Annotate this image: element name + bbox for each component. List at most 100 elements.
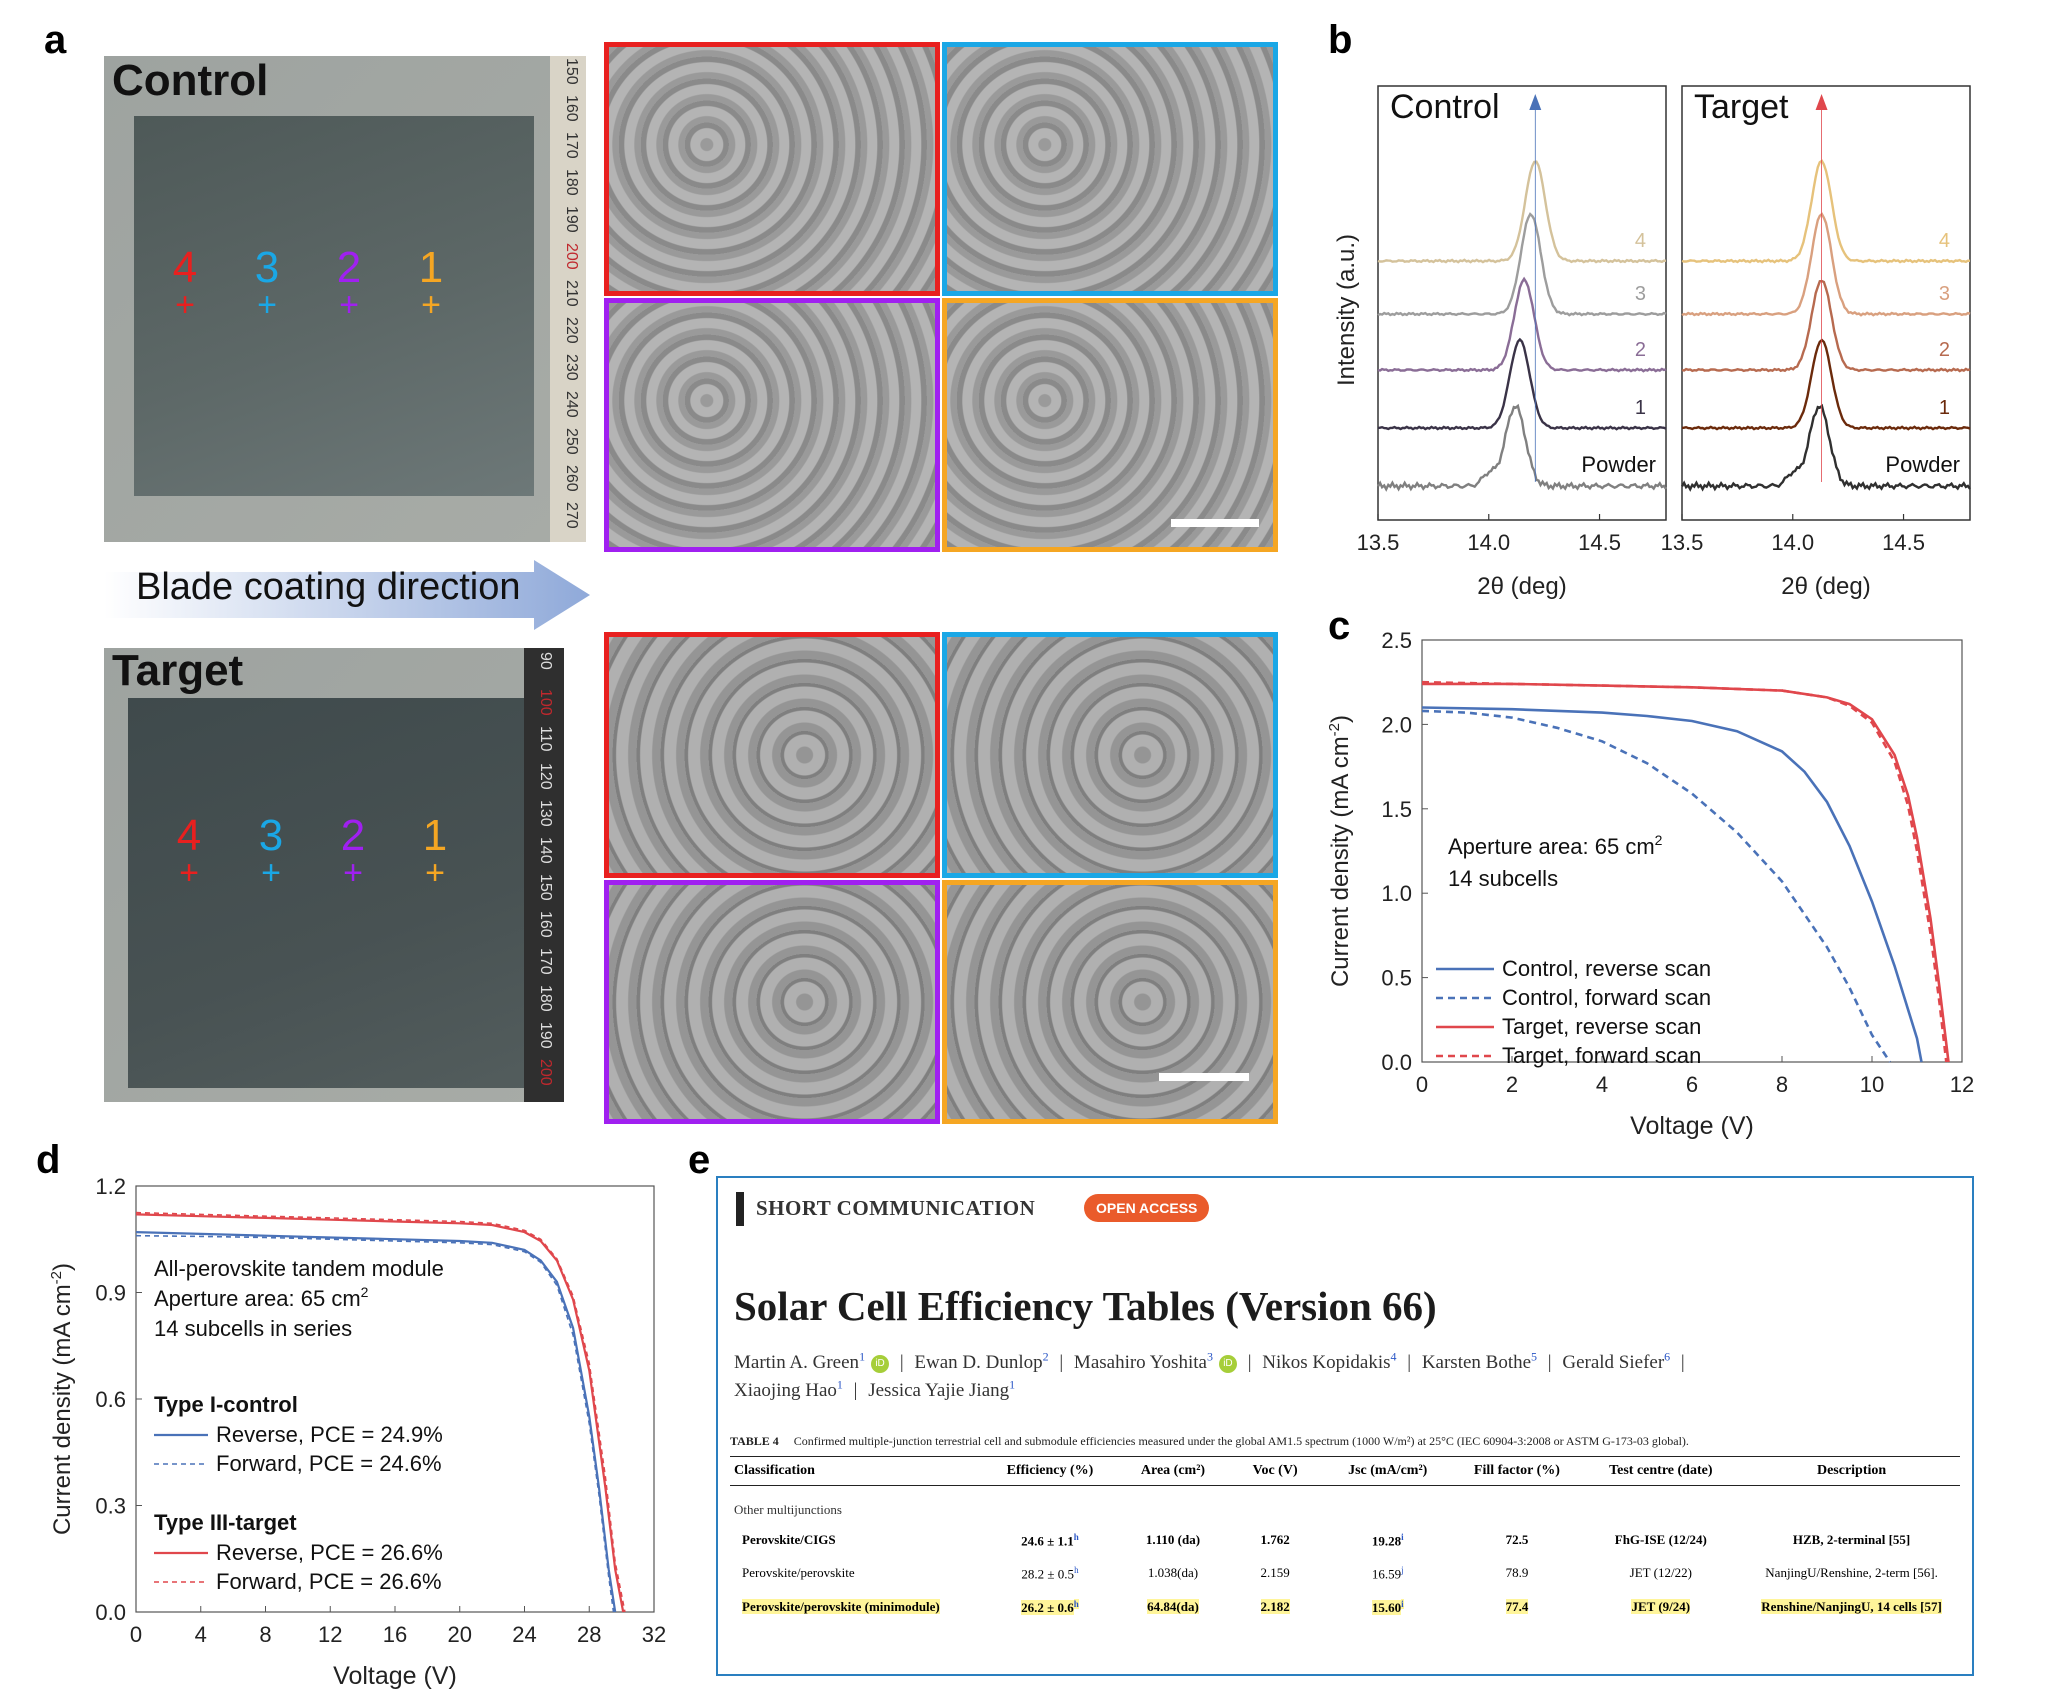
plot-frame: [1681, 85, 1971, 521]
panel-label-e: e: [688, 1138, 711, 1182]
xrd-trace-label: 1: [1635, 397, 1646, 419]
jv-chart-subcell-module: 0 2 4 6 8 10 12 0.0 0.5 1.0 1.5 2.0 2.5 Voltage (V) Cu…: [1326, 628, 1974, 1140]
x-tick-label: 8: [1776, 1072, 1788, 1097]
xrd-trace-label: 4: [1635, 230, 1646, 252]
position-marker-number: 2: [340, 811, 366, 860]
legend-label: Reverse, PCE = 24.9%: [216, 1422, 443, 1447]
header-bar: [736, 1192, 744, 1226]
position-marker-cross: +: [339, 286, 359, 324]
legend-group-title: Type III-target: [154, 1510, 297, 1535]
target-film: [128, 698, 538, 1088]
position-marker-cross: +: [261, 854, 281, 892]
y-tick-label: 0.9: [95, 1281, 126, 1306]
orcid-icon[interactable]: iD: [871, 1354, 890, 1373]
author-separator: |: [1242, 1352, 1257, 1374]
orcid-icon[interactable]: iD: [1218, 1354, 1237, 1373]
target-photo-background: [104, 648, 550, 1102]
xrd-trace-1: [1377, 337, 1667, 431]
position-marker-number: 4: [176, 811, 202, 860]
author-separator: |: [895, 1352, 909, 1374]
author-affiliation[interactable]: 1: [859, 1350, 866, 1364]
table-row: Perovskite/CIGS 24.6 ± 1.1h 1.110 (da) 1.76…: [730, 1524, 1960, 1557]
author-affiliation[interactable]: 3: [1206, 1350, 1213, 1364]
jv-curve: [135, 1234, 615, 1613]
ruler-tick-label: 130: [537, 800, 554, 827]
panel-label-b: b: [1328, 18, 1353, 62]
table-header-cell: Description: [1743, 1456, 1960, 1486]
xrd-trace-powder: [1376, 403, 1667, 492]
table-cell: 72.5: [1505, 1532, 1529, 1547]
annotation-subcells: 14 subcells: [1448, 866, 1558, 891]
ruler-tick-label: 180: [537, 985, 554, 1012]
author-name[interactable]: Masahiro Yoshita3: [1073, 1350, 1213, 1374]
header-tag: SHORT COMMUNICATION: [756, 1196, 1036, 1220]
author-affiliation[interactable]: 4: [1390, 1350, 1397, 1364]
table-cell: 16.59j: [1371, 1565, 1404, 1582]
x-tick-label: 4: [1596, 1072, 1608, 1097]
position-marker-1: 1 +: [406, 246, 456, 323]
ruler-tick-label: 270: [563, 502, 580, 529]
xrd-trace-1: [1681, 338, 1971, 431]
author-name[interactable]: Gerald Siefer6: [1562, 1350, 1671, 1374]
legend-label: Forward, PCE = 26.6%: [216, 1569, 442, 1594]
y-tick-label: 1.5: [1381, 797, 1412, 822]
xrd-trace-label: 3: [1635, 283, 1646, 305]
x-tick-label: 32: [642, 1622, 666, 1647]
position-marker-cross: +: [175, 286, 195, 324]
xrd-trace-4: [1377, 160, 1667, 264]
control-title: Control: [112, 56, 269, 105]
x-axis-label: Voltage (V): [1630, 1112, 1754, 1140]
sem-target-4: [604, 632, 940, 878]
author-name[interactable]: Nikos Kopidakis4: [1262, 1350, 1397, 1374]
ruler-tick-label: 140: [537, 837, 554, 864]
legend-group-title: Type I-control: [154, 1392, 298, 1417]
position-marker-number: 1: [422, 811, 448, 860]
table-cell: Perovskite/perovskite (minimodule): [742, 1598, 940, 1614]
xrd-trace-label: 2: [1635, 339, 1646, 361]
jv-curve: [1421, 680, 1948, 1063]
position-marker-number: 2: [336, 243, 362, 292]
panel-label-a: a: [44, 18, 67, 62]
position-marker-4: 4 +: [160, 246, 210, 324]
jv-chart-tandem-module: 0 4 8 12 16 20 24 28 32 0.0 0.3 0.6 0.9 1.2 Voltage (V…: [48, 1174, 666, 1690]
efficiency-table: Classification Efficiency (%) Area (cm²) Vo…: [730, 1456, 1960, 1624]
ruler-tick-label: 250: [563, 428, 580, 455]
peak-arrow-icon: [1529, 94, 1542, 110]
ruler-tick-label: 210: [563, 280, 580, 307]
table-cell: 1.038(da): [1147, 1565, 1199, 1581]
author-affiliation[interactable]: 5: [1531, 1350, 1538, 1364]
y-tick-label: 2.5: [1381, 628, 1412, 653]
author-name[interactable]: Xiaojing Hao1: [734, 1378, 843, 1402]
table-header-cell: Voc (V): [1230, 1456, 1320, 1486]
target-title: Target: [112, 646, 244, 695]
panel-label-d: d: [36, 1138, 61, 1182]
sem-target-2: [604, 880, 940, 1124]
table-cell: 77.4: [1505, 1598, 1529, 1614]
author-name[interactable]: Karsten Bothe5: [1421, 1350, 1538, 1374]
ruler-tick-label: 200: [563, 243, 580, 270]
table-cell: 1.762: [1260, 1532, 1290, 1547]
y-tick-label: 2.0: [1381, 712, 1412, 737]
xrd-panel-title: Control: [1390, 88, 1500, 126]
x-tick-label: 8: [259, 1622, 271, 1647]
table-cell: JET (12/22): [1629, 1565, 1692, 1581]
table-cell: 15.60i: [1371, 1598, 1404, 1615]
author-affiliation[interactable]: 1: [1009, 1378, 1016, 1392]
x-tick-label: 0: [1416, 1072, 1428, 1097]
author-name[interactable]: Ewan D. Dunlop2: [914, 1350, 1049, 1374]
author-affiliation[interactable]: 2: [1042, 1350, 1049, 1364]
table-cell: 78.9: [1505, 1565, 1529, 1581]
author-affiliation[interactable]: 6: [1664, 1350, 1671, 1364]
x-tick-label: 28: [577, 1622, 601, 1647]
author-name[interactable]: Martin A. Green1: [734, 1350, 866, 1374]
legend-label: Target, reverse scan: [1502, 1014, 1701, 1039]
author-name[interactable]: Jessica Yajie Jiang1: [868, 1378, 1016, 1402]
xrd-panel-title: Target: [1694, 88, 1789, 126]
ruler-tick-label: 260: [563, 465, 580, 492]
x-tick-label: 10: [1860, 1072, 1884, 1097]
xrd-trace-2: [1377, 276, 1667, 373]
ruler-tick-label: 160: [563, 95, 580, 122]
open-access-badge: OPEN ACCESS: [1084, 1194, 1210, 1222]
ruler-tick-label: 180: [563, 169, 580, 196]
author-affiliation[interactable]: 1: [836, 1378, 843, 1392]
